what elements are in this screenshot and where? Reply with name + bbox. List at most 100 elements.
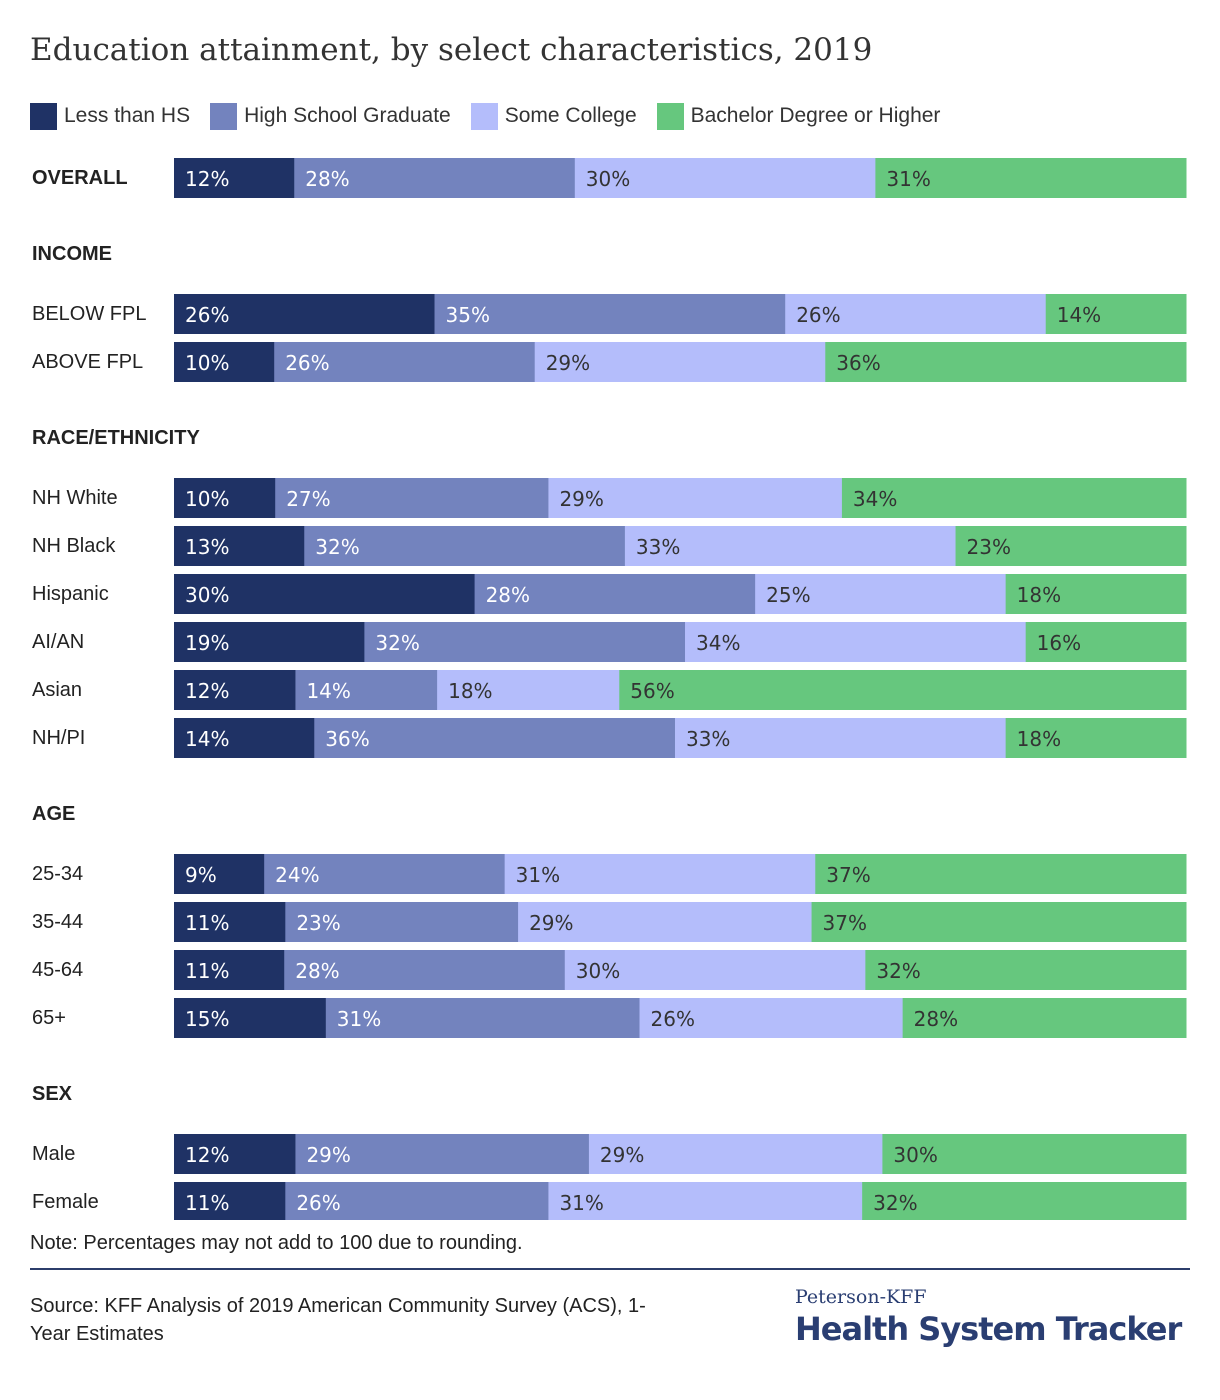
bar-segment [285, 902, 519, 942]
data-label: 31% [559, 1191, 603, 1215]
data-label: 31% [886, 167, 930, 191]
bar-segment [264, 854, 506, 894]
data-label: 36% [836, 351, 880, 375]
bar-segment [574, 158, 876, 198]
data-label: 31% [516, 863, 560, 887]
data-label: 30% [185, 583, 229, 607]
legend-label: Some College [504, 104, 637, 127]
data-label: 32% [876, 959, 920, 983]
legend-swatch [210, 102, 238, 130]
row-label: OVERALL [32, 167, 128, 189]
brand-top-text: Peterson-KFF [795, 1286, 927, 1308]
bar-segment [882, 1134, 1187, 1174]
data-label: 29% [600, 1143, 644, 1167]
bar-segment [314, 718, 676, 758]
data-label: 30% [576, 959, 620, 983]
data-label: 12% [185, 1143, 229, 1167]
data-label: 35% [446, 303, 490, 327]
group-label: AGE [32, 803, 75, 825]
bar-segment [815, 854, 1187, 894]
bar-segment [295, 1134, 590, 1174]
footer-divider [30, 1268, 1190, 1270]
bar-segment [811, 902, 1187, 942]
legend-swatch [656, 102, 684, 130]
legend-label: High School Graduate [244, 104, 451, 127]
bar-segment [548, 478, 843, 518]
bar-segment [174, 1134, 296, 1174]
data-label: 10% [185, 351, 229, 375]
data-label: 26% [651, 1007, 695, 1031]
data-label: 30% [893, 1143, 937, 1167]
bar-segment [504, 854, 816, 894]
bar-segment [1005, 574, 1187, 614]
row-label: 65+ [32, 1007, 66, 1029]
data-label: 13% [185, 535, 229, 559]
data-label: 12% [185, 167, 229, 191]
row-label: NH/PI [32, 727, 85, 749]
data-label: 11% [185, 911, 229, 935]
legend-label: Less than HS [64, 104, 191, 127]
group-label: SEX [32, 1083, 73, 1105]
data-label: 11% [185, 959, 229, 983]
data-label: 24% [275, 863, 319, 887]
row-label: 35-44 [32, 911, 83, 933]
bar-segment [588, 1134, 883, 1174]
data-label: 18% [1017, 583, 1061, 607]
bar-segment [304, 526, 626, 566]
bar-segment [624, 526, 957, 566]
bar-segment [785, 294, 1047, 334]
data-label: 14% [185, 727, 229, 751]
bar-segment [174, 294, 436, 334]
row-label: AI/AN [32, 631, 84, 653]
row-label: ABOVE FPL [32, 351, 143, 373]
group-label: RACE/ETHNICITY [32, 427, 200, 449]
row-label: Asian [32, 679, 82, 701]
data-label: 31% [337, 1007, 381, 1031]
data-label: 34% [696, 631, 740, 655]
group-label: INCOME [32, 243, 112, 265]
bar-segment [825, 342, 1187, 382]
data-label: 28% [914, 1007, 958, 1031]
data-label: 19% [185, 631, 229, 655]
data-label: 32% [873, 1191, 917, 1215]
bar-segment [174, 342, 275, 382]
data-label: 29% [546, 351, 590, 375]
data-label: 29% [529, 911, 573, 935]
bar-segment [174, 1182, 286, 1220]
data-label: 16% [1037, 631, 1081, 655]
bar-segment [685, 622, 1027, 662]
bar-segment [639, 998, 904, 1038]
row-label: BELOW FPL [32, 303, 146, 325]
bar-segment [875, 158, 1187, 198]
bar-segment [174, 526, 305, 566]
bar-segment [174, 902, 286, 942]
data-label: 26% [796, 303, 840, 327]
data-label: 56% [630, 679, 674, 703]
bar-segment [534, 342, 826, 382]
bar-segment [564, 950, 866, 990]
bar-segment [174, 950, 285, 990]
bar-segment [294, 158, 576, 198]
data-label: 32% [375, 631, 419, 655]
bar-segment [1005, 718, 1187, 758]
data-label: 26% [285, 351, 329, 375]
data-label: 32% [315, 535, 359, 559]
brand-logo[interactable]: Peterson-KFF Health System Tracker [795, 1286, 1182, 1348]
row-label: 25-34 [32, 863, 83, 885]
data-label: 29% [559, 487, 603, 511]
bar-segment [902, 998, 1187, 1038]
bar-segment [174, 478, 276, 518]
data-label: 23% [296, 911, 340, 935]
bar-segment [548, 1182, 863, 1220]
data-label: 28% [295, 959, 339, 983]
bar-segment [434, 294, 786, 334]
chart-title: Education attainment, by select characte… [30, 32, 873, 68]
row-label: Female [32, 1191, 99, 1213]
row-label: NH Black [32, 535, 116, 557]
data-label: 33% [636, 535, 680, 559]
data-label: 33% [686, 727, 730, 751]
legend-swatch [30, 102, 57, 130]
bar-segment [174, 718, 315, 758]
source-text: Source: KFF Analysis of 2019 American Co… [30, 1295, 646, 1345]
data-label: 37% [826, 863, 870, 887]
